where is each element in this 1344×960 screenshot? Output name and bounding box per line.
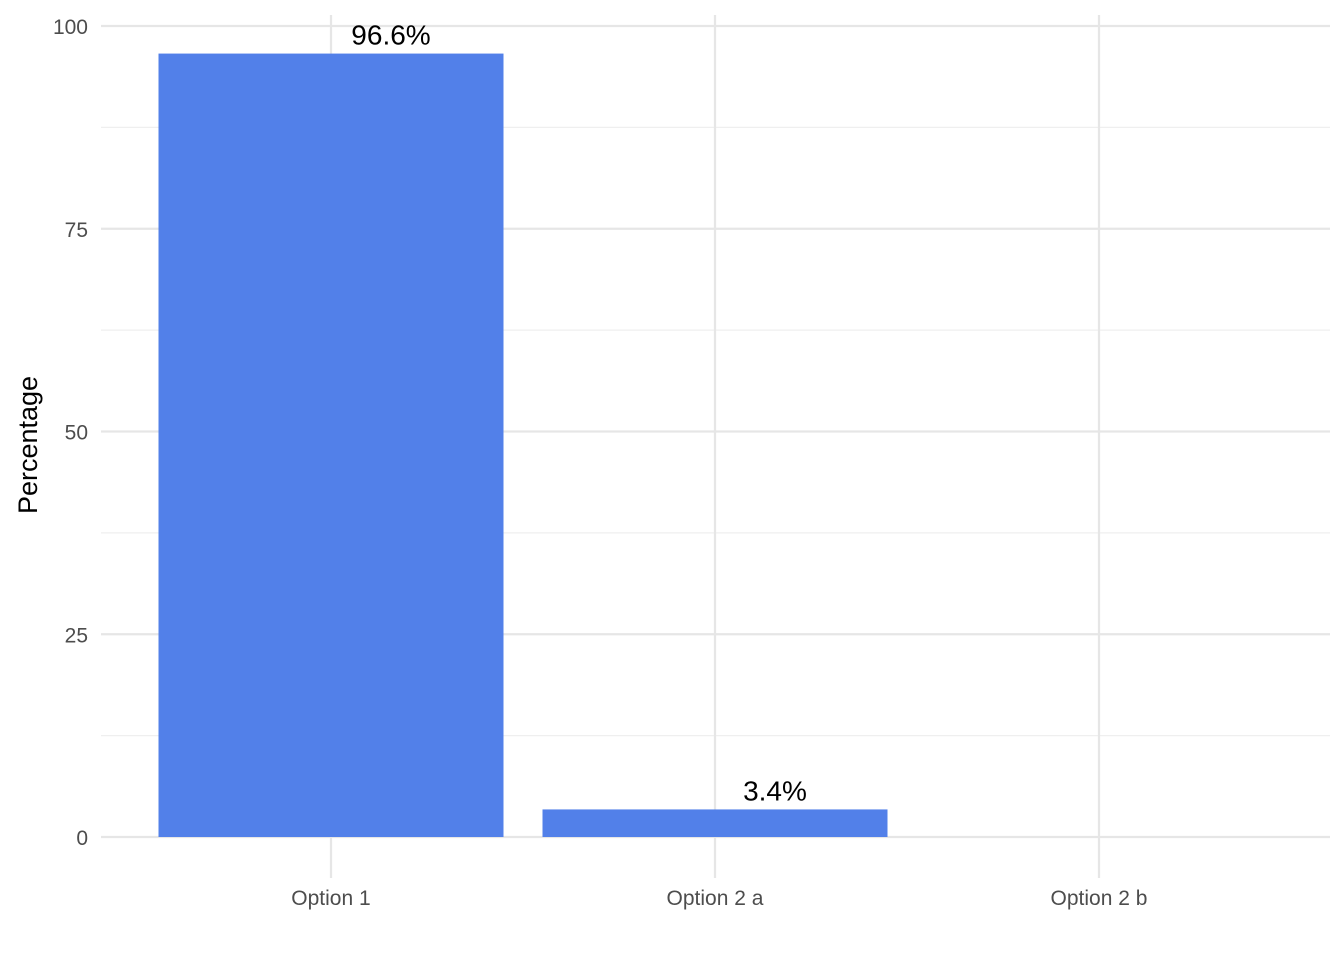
y-axis-ticks: 0 25 50 75 100 bbox=[53, 16, 88, 850]
data-labels: 96.6% 3.4% bbox=[351, 20, 807, 807]
x-tick-label: Option 2 b bbox=[1051, 887, 1148, 910]
y-tick-label: 75 bbox=[65, 219, 88, 242]
bar-option-2-a bbox=[542, 809, 888, 837]
x-tick-label: Option 1 bbox=[291, 887, 370, 910]
y-tick-label: 50 bbox=[65, 422, 88, 445]
data-label: 96.6% bbox=[351, 20, 430, 51]
y-tick-label: 25 bbox=[65, 624, 88, 647]
y-tick-label: 0 bbox=[76, 827, 88, 850]
bar-option-1 bbox=[158, 53, 504, 838]
y-tick-label: 100 bbox=[53, 16, 88, 39]
y-axis-title: Percentage bbox=[13, 376, 43, 514]
bars bbox=[158, 53, 888, 838]
x-axis-ticks: Option 1 Option 2 a Option 2 b bbox=[291, 887, 1147, 910]
data-label: 3.4% bbox=[743, 775, 807, 806]
x-tick-label: Option 2 a bbox=[667, 887, 764, 910]
